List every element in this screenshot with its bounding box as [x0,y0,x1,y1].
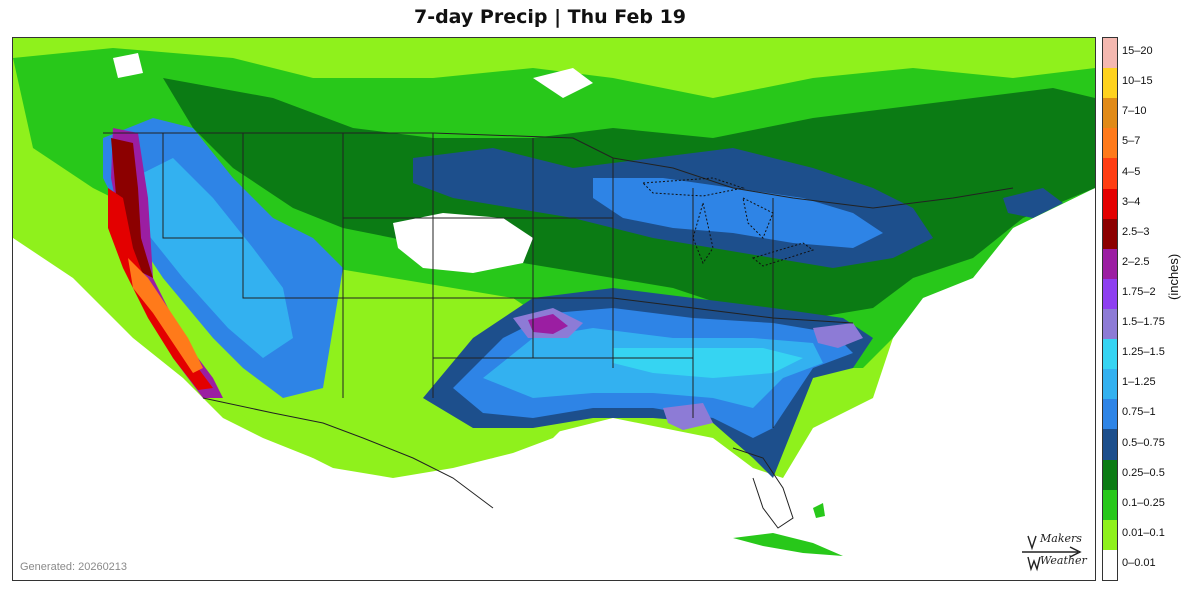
legend-label: 1.75–2 [1122,285,1156,298]
region-cuba [733,533,843,556]
legend-swatch [1103,459,1117,491]
region-purple-coast [111,128,223,398]
legend-label: 0–0.01 [1122,556,1156,569]
region-dry-plains [393,213,533,273]
legend-label: 1–1.25 [1122,376,1156,389]
legend-swatch [1103,38,1117,69]
legend-label: 7–10 [1122,105,1147,118]
us-canada-border [103,132,1014,209]
legend-units: (inches) [1166,253,1181,300]
florida-outline [732,447,794,529]
region-lightcyan-south [613,348,803,378]
state-line-1 [242,133,344,398]
legend-swatch [1103,549,1117,581]
legend-swatch [1103,188,1117,220]
state-line-3 [432,133,534,358]
legend-swatch [1103,309,1117,340]
precip-map [12,37,1096,581]
legend-swatch [1103,218,1117,250]
legend-swatch [1103,98,1117,129]
region-blue-lakes [593,178,883,248]
state-line-5 [612,158,694,418]
lake-huron [742,197,774,239]
region-purple-ok [528,314,568,334]
legend-swatch [1103,369,1117,400]
legend-label: 2.5–3 [1122,225,1150,238]
region-lavender-se [813,323,863,348]
logo-graphic [1022,535,1082,572]
legend-label: 0.01–0.1 [1122,526,1165,539]
legend-label: 5–7 [1122,135,1141,148]
legend-swatch [1103,158,1117,190]
logo-text-makers: Makers [1040,532,1082,545]
region-dark-blue-ne [1003,188,1063,218]
legend-label: 3–4 [1122,195,1141,208]
legend-swatch [1103,429,1117,461]
legend-label: 10–15 [1122,75,1153,88]
region-light-green-south [193,378,573,478]
makers-weather-logo: Makers Weather [1018,530,1088,574]
legend-label: 1.25–1.5 [1122,346,1165,359]
legend-label: 4–5 [1122,165,1141,178]
legend-swatch [1103,489,1117,521]
region-orange-coast [128,258,203,373]
state-line-7 [772,198,854,324]
legend-swatch [1103,278,1117,310]
state-line-2 [342,133,434,398]
region-cyan-west [133,158,293,358]
region-bahamas [813,503,825,518]
us-mexico-border [202,397,494,509]
legend-colorbar [1102,37,1118,581]
state-line-8 [162,133,243,239]
legend-swatch [1103,399,1117,430]
state-line-6 [692,188,774,428]
region-lavender-gulf [663,403,713,430]
legend-swatch [1103,68,1117,99]
lake-erie [751,242,815,267]
legend-label: 15–20 [1122,45,1153,58]
logo-text-weather: Weather [1040,554,1087,567]
precip-map-graphic [13,38,1095,580]
legend-label: 1.5–1.75 [1122,316,1165,329]
region-dry-nw [113,53,143,78]
lake-michigan [692,202,714,265]
generated-timestamp: Generated: 20260213 [20,561,128,573]
map-title: 7-day Precip | Thu Feb 19 [413,6,687,28]
region-dry-north [533,68,593,98]
legend-label: 0.1–0.25 [1122,496,1165,509]
legend-swatch [1103,128,1117,159]
region-dry-mexico [13,298,1095,580]
legend-label: 0.75–1 [1122,406,1156,419]
legend-label: 0.25–0.5 [1122,466,1165,479]
region-red-coast [108,188,213,390]
legend-swatch [1103,519,1117,551]
legend-label: 0.5–0.75 [1122,436,1165,449]
legend-swatch [1103,339,1117,370]
legend-label: 2–2.5 [1122,255,1150,268]
region-darkred-coast [111,138,153,278]
legend-swatch [1103,248,1117,280]
